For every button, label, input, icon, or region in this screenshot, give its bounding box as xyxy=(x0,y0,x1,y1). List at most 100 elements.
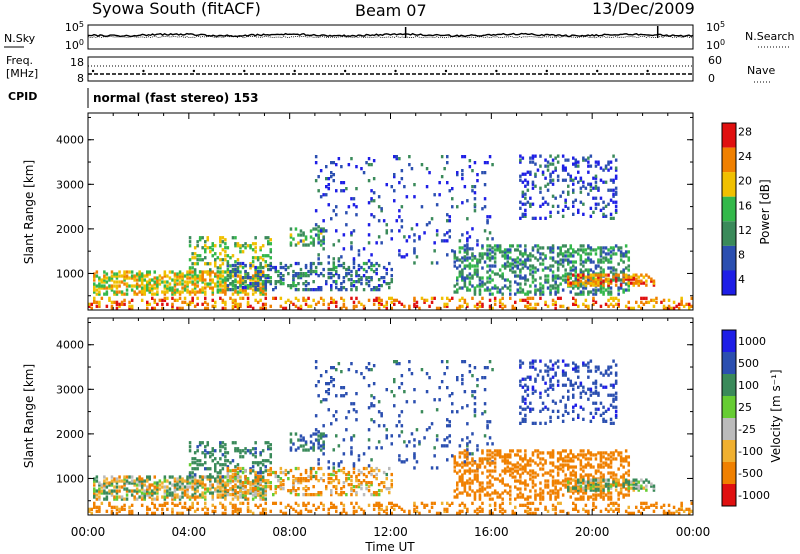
power-cell xyxy=(221,274,225,278)
velocity-cell xyxy=(539,497,542,501)
velocity-cell xyxy=(624,459,628,463)
power-cell xyxy=(151,286,154,290)
velocity-cell xyxy=(607,407,610,411)
velocity-cell xyxy=(201,481,204,485)
velocity-cell xyxy=(191,479,194,483)
velocity-cell xyxy=(176,495,179,499)
velocity-cell xyxy=(539,395,542,399)
power-cell xyxy=(393,173,396,177)
velocity-cell xyxy=(327,472,331,477)
power-cell xyxy=(577,277,580,281)
velocity-cell xyxy=(115,497,119,501)
power-cell xyxy=(526,170,530,174)
power-cell xyxy=(214,264,217,268)
velocity-cell xyxy=(594,389,598,393)
freq-lines xyxy=(88,65,693,75)
power-cell xyxy=(486,221,489,225)
power-cell xyxy=(269,282,273,286)
power-cell xyxy=(196,280,199,284)
velocity-cell xyxy=(582,491,585,495)
power-cell xyxy=(191,252,194,256)
power-cell xyxy=(183,300,187,304)
power-cell xyxy=(456,266,459,270)
velocity-cell xyxy=(619,459,623,463)
velocity-cell xyxy=(357,468,361,473)
velocity-cell xyxy=(183,505,187,509)
velocity-cell xyxy=(582,455,585,459)
velocity-cell xyxy=(549,359,552,363)
velocity-cell xyxy=(261,479,265,483)
velocity-cell xyxy=(549,385,552,389)
power-cell xyxy=(181,272,184,276)
power-cell xyxy=(327,177,331,181)
velocity-cell xyxy=(473,390,477,394)
power-cell xyxy=(478,304,482,308)
velocity-cell xyxy=(226,459,230,463)
power-cell xyxy=(314,272,318,276)
power-cell xyxy=(299,239,303,243)
velocity-cell xyxy=(221,453,225,457)
power-cell xyxy=(519,298,522,302)
power-cell xyxy=(196,274,199,278)
power-cell xyxy=(468,165,472,169)
velocity-cell xyxy=(519,411,522,415)
power-cell xyxy=(569,176,573,180)
power-cell xyxy=(529,268,532,272)
power-cell xyxy=(456,276,459,280)
velocity-cell xyxy=(556,491,560,495)
power-cell xyxy=(312,243,315,247)
velocity-cell xyxy=(335,474,338,479)
power-cell xyxy=(140,276,144,280)
power-cell xyxy=(98,276,101,280)
velocity-cell xyxy=(236,463,240,467)
velocity-cell xyxy=(103,491,106,495)
velocity-cell xyxy=(466,463,469,467)
velocity-cell xyxy=(599,451,603,455)
velocity-cell xyxy=(115,511,119,515)
velocity-cell xyxy=(259,453,262,457)
power-cell xyxy=(461,246,464,250)
velocity-cell xyxy=(254,481,257,485)
velocity-cell xyxy=(471,463,474,467)
power-cell xyxy=(592,186,595,190)
power-cell xyxy=(214,300,217,304)
power-cell xyxy=(567,184,570,188)
power-cell xyxy=(181,274,184,278)
velocity-cell xyxy=(239,455,242,459)
power-cell xyxy=(567,283,570,287)
power-cell xyxy=(125,274,129,278)
power-cell xyxy=(342,189,346,193)
power-cell xyxy=(529,196,532,200)
velocity-cell xyxy=(589,453,593,457)
power-cell xyxy=(561,274,565,278)
power-cell xyxy=(118,284,121,288)
power-cell xyxy=(569,178,573,182)
power-cell xyxy=(123,298,126,302)
velocity-cell xyxy=(496,451,499,455)
power-cell xyxy=(549,292,552,296)
power-cell xyxy=(191,262,194,266)
velocity-cell xyxy=(292,507,295,511)
velocity-cell xyxy=(395,503,399,507)
power-cell xyxy=(531,270,535,274)
velocity-cell xyxy=(95,489,99,493)
velocity-cell xyxy=(178,497,182,501)
velocity-cell xyxy=(574,475,578,479)
velocity-cell xyxy=(98,487,101,491)
velocity-cell xyxy=(554,361,557,365)
power-cell xyxy=(304,274,308,278)
power-cell xyxy=(481,207,484,211)
power-cell xyxy=(498,304,502,308)
power-cell xyxy=(587,160,590,164)
velocity-cell xyxy=(249,509,252,513)
velocity-cell xyxy=(193,451,197,455)
power-cell xyxy=(254,288,257,292)
power-cell xyxy=(249,286,252,290)
power-cell xyxy=(584,258,588,262)
power-cell xyxy=(133,284,136,288)
velocity-cell xyxy=(468,487,472,491)
velocity-cell xyxy=(594,379,598,383)
velocity-cell xyxy=(302,436,305,440)
power-cell xyxy=(209,268,212,272)
velocity-cell xyxy=(274,491,278,495)
